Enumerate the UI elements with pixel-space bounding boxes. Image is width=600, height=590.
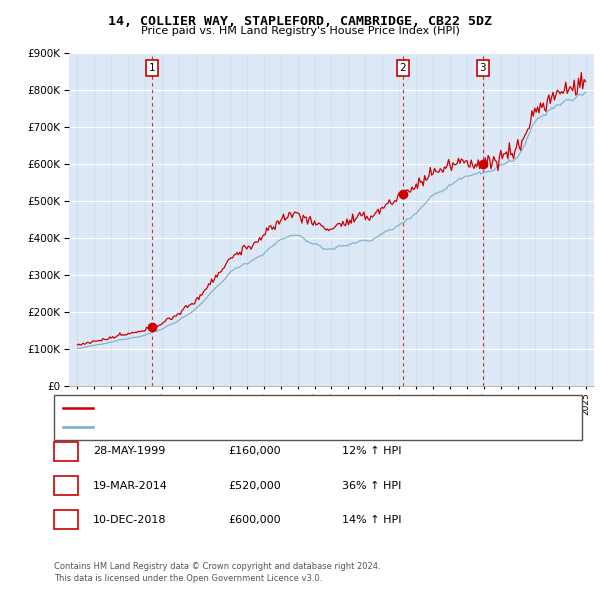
Text: 14, COLLIER WAY, STAPLEFORD, CAMBRIDGE, CB22 5DZ: 14, COLLIER WAY, STAPLEFORD, CAMBRIDGE, …	[108, 15, 492, 28]
Text: 14, COLLIER WAY, STAPLEFORD, CAMBRIDGE, CB22 5DZ (detached house): 14, COLLIER WAY, STAPLEFORD, CAMBRIDGE, …	[99, 403, 463, 412]
Text: Price paid vs. HM Land Registry's House Price Index (HPI): Price paid vs. HM Land Registry's House …	[140, 26, 460, 36]
Text: 3: 3	[62, 515, 70, 525]
Text: 2: 2	[400, 63, 406, 73]
Text: 28-MAY-1999: 28-MAY-1999	[93, 447, 166, 456]
Text: 19-MAR-2014: 19-MAR-2014	[93, 481, 168, 490]
Text: Contains HM Land Registry data © Crown copyright and database right 2024.: Contains HM Land Registry data © Crown c…	[54, 562, 380, 571]
Text: £520,000: £520,000	[228, 481, 281, 490]
Text: 12% ↑ HPI: 12% ↑ HPI	[342, 447, 401, 456]
Text: 1: 1	[148, 63, 155, 73]
Text: 36% ↑ HPI: 36% ↑ HPI	[342, 481, 401, 490]
Text: This data is licensed under the Open Government Licence v3.0.: This data is licensed under the Open Gov…	[54, 574, 322, 583]
Text: 1: 1	[62, 447, 70, 456]
Text: 10-DEC-2018: 10-DEC-2018	[93, 515, 167, 525]
Text: £160,000: £160,000	[228, 447, 281, 456]
Text: £600,000: £600,000	[228, 515, 281, 525]
Text: 14% ↑ HPI: 14% ↑ HPI	[342, 515, 401, 525]
Text: 3: 3	[479, 63, 486, 73]
Text: 2: 2	[62, 481, 70, 490]
Text: HPI: Average price, detached house, South Cambridgeshire: HPI: Average price, detached house, Sout…	[99, 422, 389, 432]
